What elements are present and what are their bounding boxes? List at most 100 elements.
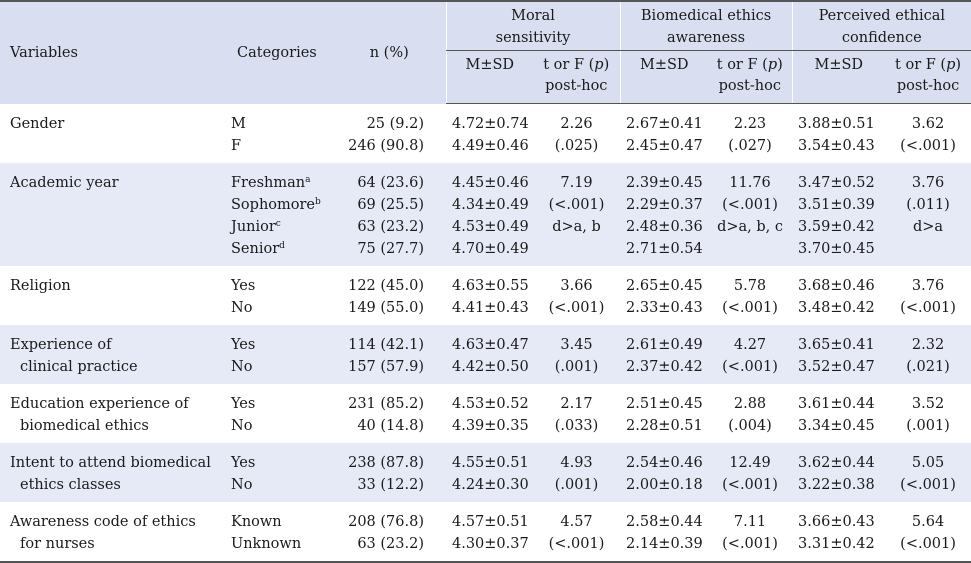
moral-msd-cell: 4.57±0.51 4.30±0.37 — [446, 502, 533, 563]
category-cell: Freshmana Sophomoreb Juniorc Seniord — [223, 163, 333, 266]
header-bio-line2: awareness — [667, 30, 746, 46]
conf-msd-cell: 3.65±0.41 3.52±0.47 — [792, 325, 886, 384]
category-label: M — [231, 115, 246, 132]
conf-msd-value: 3.62±0.44 — [798, 455, 875, 471]
n-percent-cell: 208 (76.8) 63 (23.2) — [333, 502, 446, 563]
table-row: Awareness code of ethics for nurses Known U… — [0, 502, 971, 563]
n-percent-value: 25 (9.2) — [366, 115, 424, 132]
header-test-suffix: ) — [955, 57, 962, 73]
table-row: Intent to attend biomedical ethics classe… — [0, 443, 971, 502]
category-cell: Yes No — [223, 325, 333, 384]
bio-test-cell: 4.27 (<.001) — [708, 325, 793, 384]
moral-msd-value: 4.70±0.49 — [452, 241, 529, 257]
bio-test-value: 4.27 — [733, 337, 767, 353]
moral-msd-value: 4.63±0.47 — [452, 337, 529, 353]
category-label: Yes — [231, 337, 256, 353]
moral-msd-cell: 4.63±0.47 4.42±0.50 — [446, 325, 533, 384]
moral-msd-value: 4.53±0.52 — [452, 396, 529, 412]
bio-test-cell: 12.49 (<.001) — [708, 443, 793, 502]
bio-msd-cell: 2.61±0.49 2.37±0.42 — [620, 325, 709, 384]
conf-msd-value: 3.47±0.52 — [798, 175, 875, 191]
moral-msd-cell: 4.72±0.74 4.49±0.46 — [446, 103, 533, 163]
bio-test-value: 5.78 — [733, 278, 767, 294]
header-conf-line1: Perceived ethical — [818, 8, 945, 24]
moral-msd-value: 4.53±0.49 — [452, 219, 529, 235]
conf-test-cell: 2.32 (.021) — [885, 325, 971, 384]
conf-test-value: 3.76 — [911, 278, 945, 294]
table-row: Academic year Freshmana Sophomoreb Juniorc S… — [0, 163, 971, 266]
n-percent-cell: 122 (45.0) 149 (55.0) — [333, 266, 446, 325]
category-label: No — [231, 300, 253, 316]
moral-test-value: (.033) — [554, 418, 599, 434]
category-label: Yes — [231, 278, 256, 294]
variable-cell: Education experience of biomedical ethics — [0, 384, 223, 443]
header-test-stat: t or F (p) post-hoc — [533, 50, 621, 104]
bio-msd-value: 2.37±0.42 — [626, 359, 703, 375]
category-superscript: c — [275, 219, 281, 229]
moral-test-value: 4.57 — [560, 514, 593, 530]
category-cell: Yes No — [223, 443, 333, 502]
bio-msd-value: 2.67±0.41 — [626, 116, 703, 132]
conf-msd-value: 3.54±0.43 — [798, 138, 875, 154]
moral-msd-value: 4.63±0.55 — [452, 278, 529, 294]
moral-msd-cell: 4.53±0.52 4.39±0.35 — [446, 384, 533, 443]
conf-test-value: (.001) — [906, 418, 950, 434]
moral-msd-cell: 4.63±0.55 4.41±0.43 — [446, 266, 533, 325]
category-item: Yes — [231, 393, 333, 415]
n-percent-cell: 64 (23.6) 69 (25.5) 63 (23.2) 75 (27.7) — [333, 163, 446, 266]
bio-test-value: (.027) — [728, 138, 772, 154]
conf-msd-value: 3.48±0.42 — [798, 300, 875, 316]
conf-test-cell: 3.62 (<.001) — [885, 103, 971, 163]
moral-msd-value: 4.72±0.74 — [452, 116, 529, 132]
moral-test-cell: 3.45 (.001) — [533, 325, 621, 384]
category-item: Yes — [231, 334, 333, 356]
header-msd: M±SD — [445, 50, 533, 104]
conf-msd-value: 3.52±0.47 — [798, 359, 875, 375]
bio-msd-value: 2.45±0.47 — [626, 138, 703, 154]
bio-msd-value: 2.28±0.51 — [626, 418, 703, 434]
bio-msd-value: 2.58±0.44 — [626, 514, 703, 530]
header-conf-line2: confidence — [841, 30, 922, 46]
category-superscript: b — [315, 197, 321, 207]
conf-msd-value: 3.65±0.41 — [798, 337, 875, 353]
variable-cell: Religion — [0, 266, 223, 325]
category-label: No — [231, 477, 253, 493]
category-item: Yes — [231, 452, 333, 474]
moral-test-value: 2.26 — [560, 116, 593, 132]
moral-test-cell: 4.57 (<.001) — [533, 502, 621, 563]
bio-test-cell: 5.78 (<.001) — [708, 266, 793, 325]
bio-test-value: 12.49 — [729, 455, 771, 471]
category-label: Senior — [231, 241, 280, 257]
conf-msd-value: 3.70±0.45 — [798, 241, 875, 257]
variable-name: for nurses — [20, 536, 95, 552]
n-percent-value: 63 (23.2) — [357, 219, 424, 235]
table-row: Education experience of biomedical ethics… — [0, 384, 971, 443]
moral-test-value: (.001) — [554, 477, 599, 493]
conf-test-value: 2.32 — [911, 337, 945, 353]
conf-test-value: (<.001) — [900, 138, 956, 154]
variable-name: Experience of — [10, 337, 112, 353]
moral-test-value: 4.93 — [560, 455, 593, 471]
conf-test-cell: 3.76 (<.001) — [885, 266, 971, 325]
bio-msd-value: 2.29±0.37 — [626, 197, 703, 213]
n-percent-value: 75 (27.7) — [357, 241, 424, 257]
moral-msd-value: 4.55±0.51 — [452, 455, 529, 471]
bio-test-value: (<.001) — [722, 536, 778, 552]
category-item: Unknown — [231, 533, 333, 555]
category-cell: Yes No — [223, 266, 333, 325]
conf-test-value: (.011) — [906, 197, 950, 213]
conf-msd-value: 3.51±0.39 — [798, 197, 875, 213]
category-item: No — [231, 297, 333, 319]
category-label: Known — [231, 514, 282, 530]
bio-msd-value: 2.48±0.36 — [626, 219, 703, 235]
conf-msd-value: 3.61±0.44 — [798, 396, 875, 412]
category-label: Junior — [231, 219, 276, 235]
variable-name: Awareness code of ethics — [10, 514, 196, 530]
bio-test-value: (<.001) — [722, 300, 778, 316]
conf-test-value: 3.52 — [911, 396, 945, 412]
header-bio-line1: Biomedical ethics — [640, 8, 772, 24]
conf-test-cell: 5.05 (<.001) — [885, 443, 971, 502]
moral-test-value: (<.001) — [548, 300, 605, 316]
variable-name: clinical practice — [20, 359, 138, 375]
